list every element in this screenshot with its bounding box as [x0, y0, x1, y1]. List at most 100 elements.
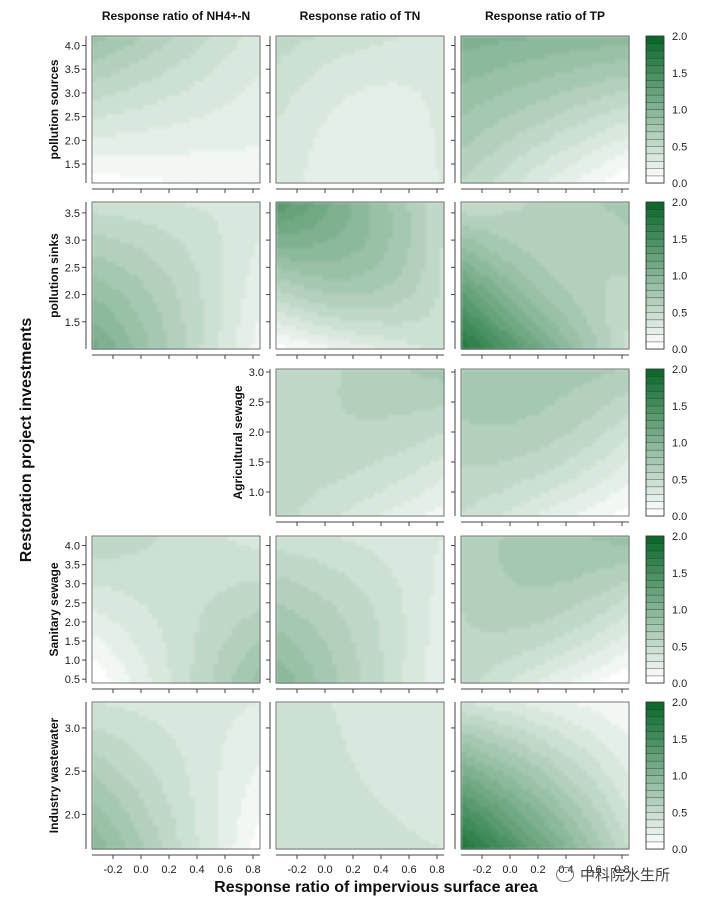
heatmap-cell — [507, 137, 513, 143]
heatmap-cell — [290, 123, 296, 129]
heatmap-cell — [276, 339, 282, 345]
heatmap-cell — [232, 312, 238, 318]
heatmap-cell — [276, 81, 282, 88]
heatmap-cell — [115, 178, 121, 184]
heatmap-cell — [208, 293, 214, 300]
heatmap-cell — [213, 215, 219, 221]
heatmap-cell — [166, 234, 172, 240]
heatmap-cell — [180, 280, 186, 286]
heatmap-cell — [204, 257, 210, 263]
heatmap-cell — [110, 202, 116, 208]
heatmap-cell — [204, 344, 210, 350]
heatmap-cell — [110, 169, 116, 175]
heatmap-cell — [285, 109, 291, 115]
heatmap-cell — [241, 280, 247, 286]
heatmap-cell — [157, 114, 163, 120]
heatmap-cell — [96, 49, 102, 55]
heatmap-cell — [350, 95, 356, 101]
heatmap-cell — [619, 173, 625, 179]
heatmap-cell — [185, 316, 191, 323]
heatmap-cell — [106, 243, 112, 249]
heatmap-cell — [461, 45, 467, 51]
heatmap-cell — [280, 257, 286, 263]
heatmap-cell — [587, 100, 593, 106]
heatmap-cell — [406, 132, 412, 138]
panel-frame — [275, 35, 445, 184]
heatmap-cell — [110, 123, 116, 129]
heatmap-cell — [208, 321, 214, 327]
heatmap-cell — [255, 100, 261, 106]
heatmap-cell — [465, 118, 471, 124]
heatmap-cell — [294, 321, 300, 327]
heatmap-cell — [246, 312, 252, 318]
heatmap-cell — [92, 141, 98, 147]
heatmap-cell — [290, 326, 296, 332]
heatmap-cell — [171, 326, 177, 332]
heatmap-cell — [199, 178, 205, 184]
heatmap-cell — [218, 104, 224, 111]
heatmap-cell — [573, 132, 579, 138]
heatmap-cell — [236, 293, 242, 300]
heatmap-cell — [208, 270, 214, 277]
heatmap-cell — [318, 118, 324, 124]
heatmap-cell — [241, 40, 247, 46]
heatmap-cell — [406, 114, 412, 120]
heatmap-cell — [152, 137, 158, 143]
heatmap-cell — [199, 339, 205, 345]
heatmap-cell — [346, 132, 352, 138]
heatmap-cell — [507, 178, 513, 184]
heatmap-cell — [218, 280, 224, 286]
heatmap-cell — [299, 293, 305, 300]
heatmap-cell — [115, 86, 121, 92]
heatmap-cell — [559, 45, 565, 51]
heatmap-cell — [411, 137, 417, 143]
heatmap-cell — [101, 211, 107, 217]
heatmap-cell — [479, 164, 485, 170]
heatmap-cell — [246, 289, 252, 295]
heatmap-cell — [124, 321, 130, 327]
heatmap-cell — [232, 160, 238, 166]
heatmap-cell — [563, 40, 569, 46]
heatmap-cell — [392, 169, 398, 175]
heatmap-cell — [304, 58, 310, 65]
heatmap-cell — [204, 284, 210, 290]
heatmap-cell — [299, 109, 305, 115]
heatmap-cell — [374, 146, 380, 152]
heatmap-cell — [615, 173, 621, 179]
heatmap-cell — [374, 169, 380, 175]
heatmap-cell — [152, 118, 158, 124]
heatmap-cell — [120, 252, 126, 258]
heatmap-cell — [166, 344, 172, 350]
heatmap-cell — [250, 164, 256, 170]
heatmap-cell — [280, 229, 286, 235]
heatmap-cell — [290, 243, 296, 249]
heatmap-cell — [304, 266, 310, 272]
heatmap-cell — [227, 54, 233, 60]
heatmap-cell — [568, 49, 574, 55]
heatmap-cell — [180, 252, 186, 258]
heatmap-cell — [439, 104, 445, 111]
heatmap-cell — [110, 257, 116, 263]
heatmap-cell — [304, 63, 310, 69]
heatmap-cell — [554, 104, 560, 111]
heatmap-cell — [545, 104, 551, 111]
heatmap-cell — [218, 220, 224, 226]
heatmap-cell — [222, 63, 228, 69]
heatmap-cell — [199, 155, 205, 161]
heatmap-cell — [166, 178, 172, 184]
heatmap-cell — [294, 109, 300, 115]
heatmap-cell — [290, 169, 296, 175]
heatmap-cell — [213, 298, 219, 304]
heatmap-cell — [138, 104, 144, 111]
heatmap-cell — [190, 252, 196, 258]
heatmap-cell — [299, 326, 305, 332]
heatmap-cell — [106, 45, 112, 51]
heatmap-cell — [294, 49, 300, 55]
heatmap-cell — [285, 45, 291, 51]
heatmap-cell — [493, 72, 499, 78]
heatmap-cell — [92, 49, 98, 55]
heatmap-cell — [360, 123, 366, 129]
heatmap-cell — [185, 270, 191, 277]
heatmap-cell — [162, 270, 168, 277]
heatmap-cell — [120, 316, 126, 323]
